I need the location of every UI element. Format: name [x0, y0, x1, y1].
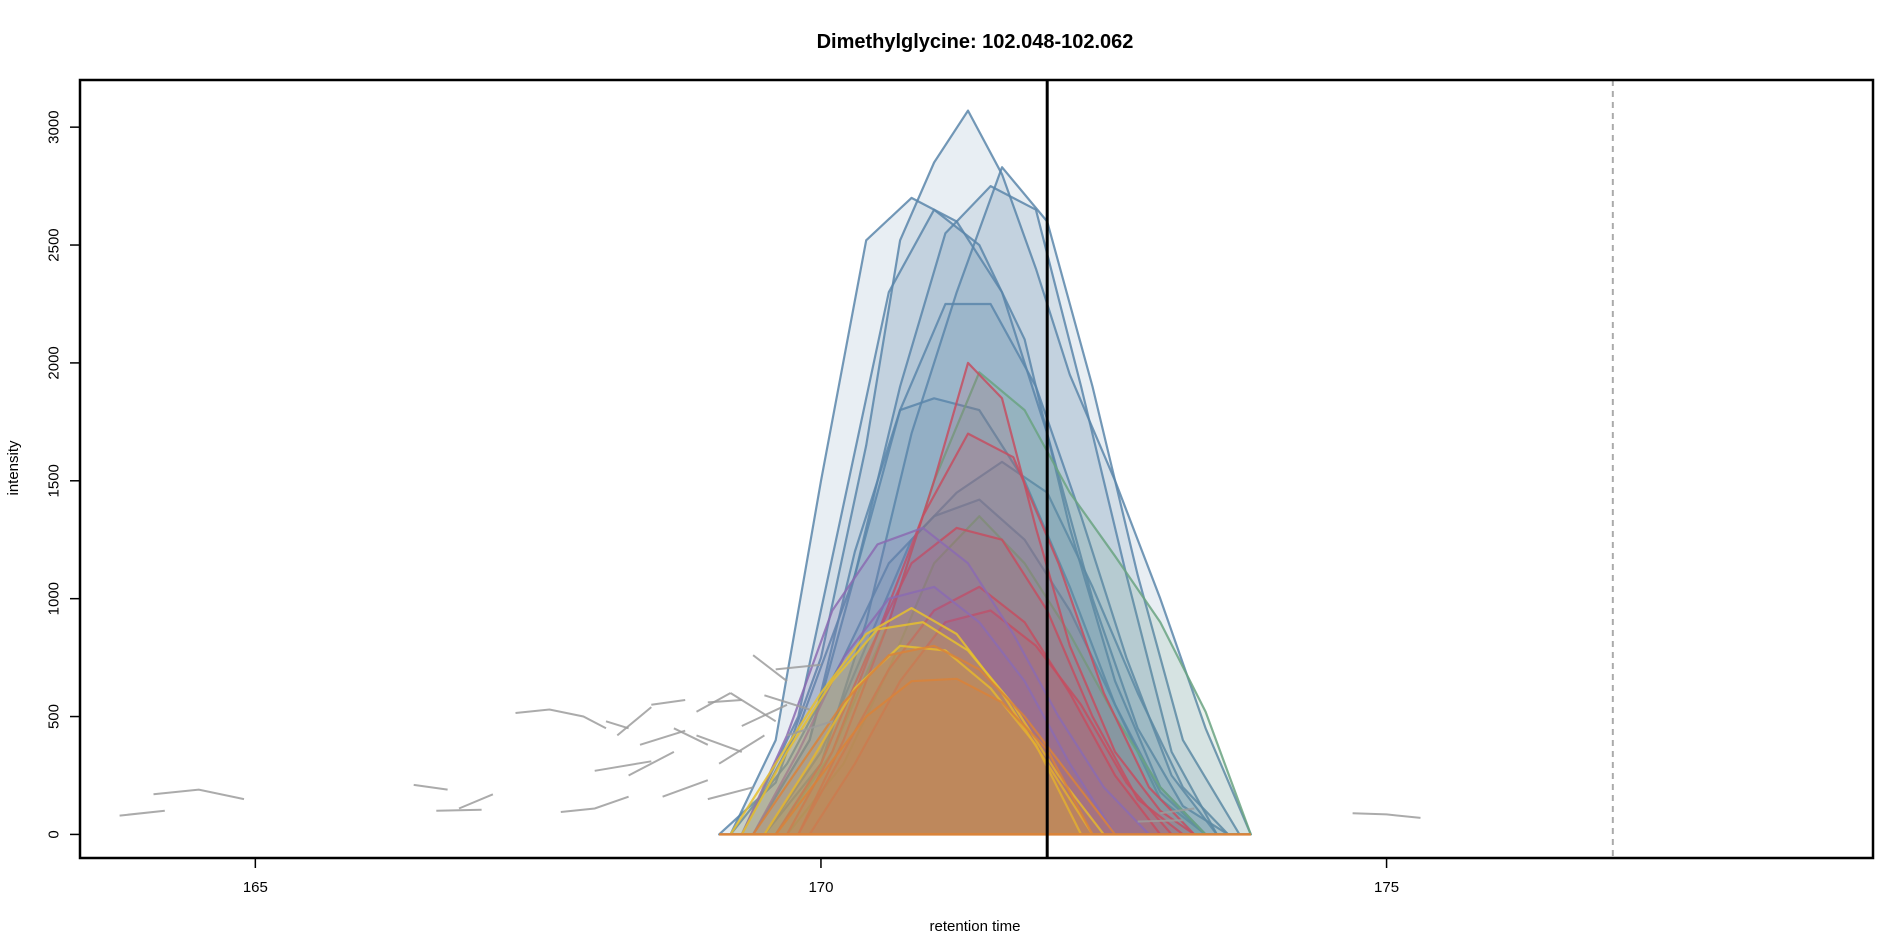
noise-segment-14 [718, 734, 765, 765]
noise-segment-22 [707, 786, 754, 801]
peak-series-blue-7 [763, 460, 1230, 836]
noise-segment-21 [696, 734, 743, 753]
noise-segment-13 [707, 699, 742, 704]
x-axis-label: retention time [930, 918, 1021, 935]
noise-segment-5 [515, 708, 607, 730]
noise-segment-16 [741, 703, 788, 727]
peak-series-red-15 [808, 609, 1173, 836]
peak-series-blue-5 [740, 302, 1219, 836]
noise-segment-0 [119, 809, 165, 817]
noise-segment-19 [639, 729, 686, 746]
y-axis: 0 500 1000 1500 2000 2500 3000 [46, 110, 80, 839]
noise-segment-7 [605, 720, 629, 730]
noise-segment-20 [662, 779, 709, 798]
noise-segment-18 [594, 760, 652, 772]
peak-series-yellow-18 [729, 606, 1094, 836]
noise-segment-1 [153, 788, 245, 801]
noise-segment-25 [786, 720, 833, 737]
peak-series-purple-17 [751, 585, 1117, 836]
x-tick-label-165: 165 [243, 879, 268, 896]
y-tick-label-2500: 2500 [46, 228, 63, 261]
y-axis-label: intensity [5, 440, 22, 496]
x-tick-label-170: 170 [808, 879, 833, 896]
y-tick-label-500: 500 [46, 704, 63, 729]
peak-series-red-14 [797, 585, 1162, 836]
noise-segment-24 [775, 663, 822, 671]
noise-segment-4 [458, 793, 494, 810]
peak-series-orange-22 [774, 677, 1094, 836]
peak-series-orange-21 [751, 644, 1117, 836]
noise-segment-6 [560, 795, 629, 813]
y-tick-label-1000: 1000 [46, 582, 63, 615]
noise-segment-10 [651, 699, 686, 706]
noise-segment-23 [764, 694, 810, 711]
y-tick-label-1500: 1500 [46, 464, 63, 497]
noise-segment-27 [1160, 807, 1195, 815]
x-tick-label-175: 175 [1374, 879, 1399, 896]
noise-segment-3 [436, 808, 482, 812]
peak-series-red-11 [797, 361, 1196, 836]
y-tick-label-2000: 2000 [46, 346, 63, 379]
peak-series-blue-4 [763, 166, 1241, 836]
peak-series-yellow-19 [740, 621, 1105, 836]
peak-series-green-10 [785, 515, 1207, 836]
chart-title: Dimethylglycine: 102.048-102.062 [817, 31, 1134, 53]
noise-segment-17 [752, 654, 788, 682]
y-tick-label-3000: 3000 [46, 110, 63, 143]
noise-segment-28 [1137, 819, 1183, 823]
noise-segment-15 [729, 692, 777, 723]
x-axis: 165 170 175 [243, 858, 1399, 896]
noise-segment-2 [413, 783, 448, 791]
noise-segment-11 [673, 727, 709, 746]
noise-segment-8 [616, 706, 652, 737]
y-tick-label-0: 0 [46, 830, 63, 838]
noise-segment-9 [628, 751, 675, 777]
plot-frame [78, 78, 1875, 860]
series-layer [717, 109, 1252, 836]
noise-segment-26 [1352, 812, 1421, 819]
noise-layer [119, 654, 1421, 823]
